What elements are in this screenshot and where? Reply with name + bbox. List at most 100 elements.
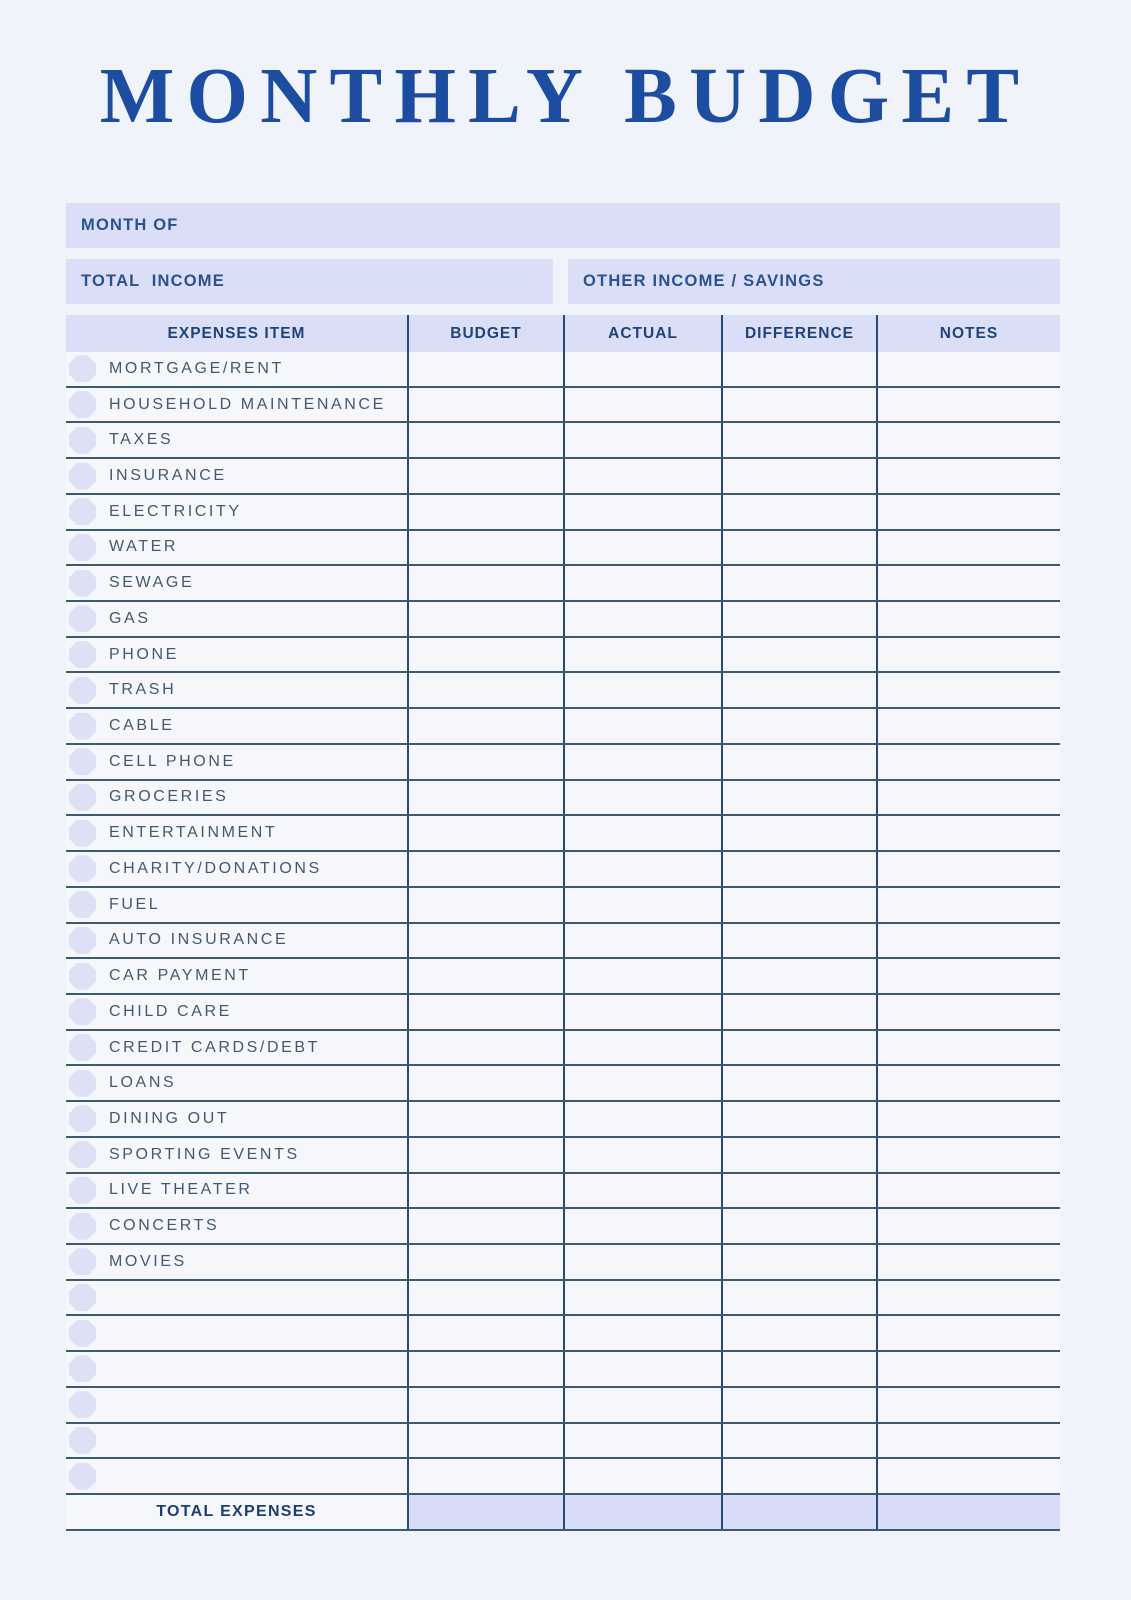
expense-item-label: TAXES [109, 431, 174, 449]
octagon-bullet-icon [69, 926, 96, 954]
budget-cell [407, 602, 563, 636]
expense-item-cell: GAS [66, 602, 407, 636]
notes-cell [876, 1459, 1060, 1493]
expense-item-label: CABLE [109, 717, 175, 735]
actual-cell [563, 1030, 721, 1065]
difference-cell [721, 423, 876, 458]
notes-cell [876, 744, 1060, 779]
actual-cell [563, 780, 721, 815]
budget-cell [407, 1352, 563, 1386]
budget-cell [407, 1387, 563, 1422]
octagon-bullet-icon [69, 1212, 96, 1240]
expense-item-cell: ELECTRICITY [66, 495, 407, 529]
expense-item-cell: CELL PHONE [66, 745, 407, 779]
budget-cell [407, 387, 563, 422]
octagon-bullet-icon [69, 605, 96, 633]
expense-item-cell: ENTERTAINMENT [66, 816, 407, 850]
expense-item-label: LOANS [109, 1074, 177, 1092]
notes-cell [876, 1209, 1060, 1243]
actual-cell [563, 459, 721, 493]
expense-item-label: SPORTING EVENTS [109, 1145, 300, 1163]
expense-item-label: CHILD CARE [109, 1002, 232, 1020]
notes-cell [876, 637, 1060, 672]
notes-cell [876, 1137, 1060, 1172]
budget-cell [407, 780, 563, 815]
expense-item-cell [66, 1352, 407, 1386]
notes-cell [876, 423, 1060, 458]
actual-cell [563, 1066, 721, 1101]
difference-cell [721, 1066, 876, 1101]
total-income-label: TOTAL INCOME [81, 272, 225, 290]
actual-cell [563, 1102, 721, 1136]
notes-cell [876, 1173, 1060, 1208]
difference-cell [721, 744, 876, 779]
table-row: CONCERTS [66, 1209, 1060, 1245]
budget-cell [407, 1280, 563, 1315]
table-row: GROCERIES [66, 780, 1060, 817]
actual-cell [563, 423, 721, 458]
budget-cell [407, 352, 563, 386]
difference-cell [721, 1137, 876, 1172]
table-row: ENTERTAINMENT [66, 816, 1060, 853]
octagon-bullet-icon [69, 391, 96, 419]
octagon-bullet-icon [69, 1141, 96, 1169]
expense-item-cell: WATER [66, 531, 407, 565]
difference-cell [721, 1030, 876, 1065]
notes-cell [876, 959, 1060, 993]
difference-cell [721, 709, 876, 743]
budget-cell [407, 1423, 563, 1458]
table-row: FUEL [66, 887, 1060, 924]
expense-item-label: CREDIT CARDS/DEBT [109, 1038, 321, 1056]
table-row: GAS [66, 602, 1060, 638]
octagon-bullet-icon [69, 569, 96, 597]
difference-cell [721, 994, 876, 1029]
octagon-bullet-icon [69, 712, 96, 740]
total-actual-cell [563, 1495, 721, 1529]
notes-cell [876, 1066, 1060, 1101]
expense-item-cell: FUEL [66, 888, 407, 922]
budget-cell [407, 673, 563, 708]
budget-cell [407, 566, 563, 601]
table-row: CHARITY/DONATIONS [66, 852, 1060, 888]
difference-cell [721, 459, 876, 493]
expense-item-label: CHARITY/DONATIONS [109, 859, 322, 877]
octagon-bullet-icon [69, 1462, 96, 1490]
expense-item-label: TRASH [109, 681, 177, 699]
expense-item-cell: CREDIT CARDS/DEBT [66, 1031, 407, 1065]
budget-cell [407, 923, 563, 958]
table-body: MORTGAGE/RENT HOUSEHOLD MAINTENANCE TAXE… [66, 352, 1060, 1495]
page-title: MONTHLY BUDGET [99, 53, 1032, 140]
octagon-bullet-icon [69, 498, 96, 526]
notes-cell [876, 994, 1060, 1029]
expense-item-label: FUEL [109, 895, 161, 913]
table-row: INSURANCE [66, 459, 1060, 495]
budget-cell [407, 1316, 563, 1351]
actual-cell [563, 1387, 721, 1422]
table-row: MOVIES [66, 1244, 1060, 1281]
actual-cell [563, 1137, 721, 1172]
notes-cell [876, 780, 1060, 815]
table-row [66, 1459, 1060, 1495]
difference-cell [721, 1244, 876, 1279]
header-expenses-item: EXPENSES ITEM [167, 324, 306, 342]
difference-cell [721, 887, 876, 922]
expenses-table: EXPENSES ITEM BUDGET ACTUAL DIFFERENCE N… [66, 315, 1060, 1531]
table-row: WATER [66, 530, 1060, 567]
notes-cell [876, 494, 1060, 529]
budget-cell [407, 1209, 563, 1243]
difference-cell [721, 1173, 876, 1208]
notes-cell [876, 530, 1060, 565]
actual-cell [563, 673, 721, 708]
expense-item-cell: CHARITY/DONATIONS [66, 852, 407, 886]
expense-item-cell: DINING OUT [66, 1102, 407, 1136]
budget-cell [407, 709, 563, 743]
expense-item-cell: MOVIES [66, 1245, 407, 1279]
budget-cell [407, 1244, 563, 1279]
actual-cell [563, 852, 721, 886]
expense-item-cell: PHONE [66, 638, 407, 672]
actual-cell [563, 816, 721, 851]
header-actual: ACTUAL [563, 315, 721, 352]
octagon-bullet-icon [69, 1319, 96, 1347]
table-row: SPORTING EVENTS [66, 1137, 1060, 1174]
